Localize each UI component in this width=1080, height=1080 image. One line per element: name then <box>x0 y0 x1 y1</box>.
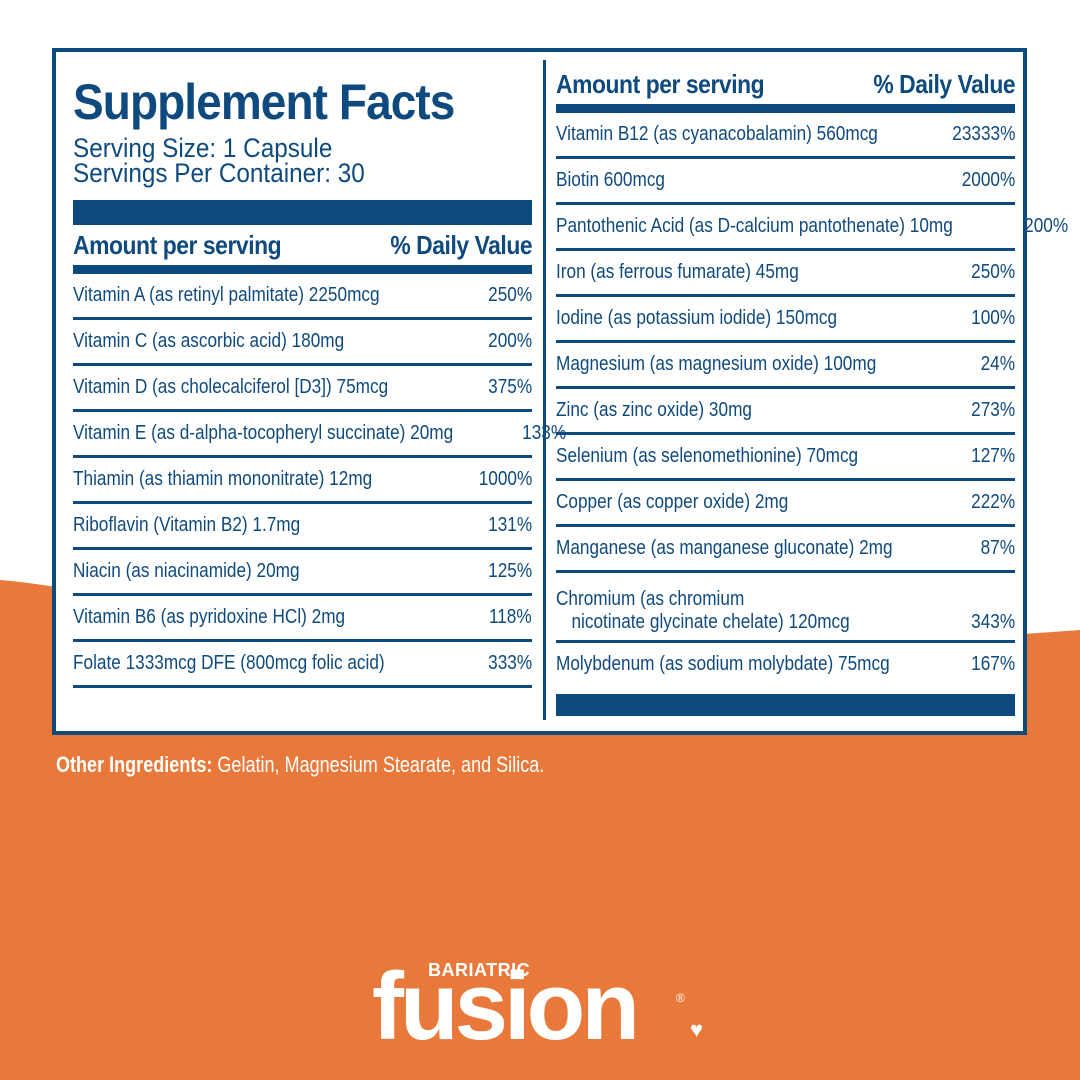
nutrient-row: Vitamin E (as d-alpha-tocopheryl succina… <box>73 412 566 458</box>
nutrient-dv: 127% <box>971 445 1015 467</box>
column-divider <box>543 60 546 720</box>
other-ingredients: Other Ingredients: Gelatin, Magnesium St… <box>56 752 544 778</box>
nutrient-name: Selenium (as selenomethionine) 70mcg <box>556 445 859 467</box>
logo-wordmark: fusion <box>372 953 640 1060</box>
nutrient-dv: 167% <box>971 653 1015 675</box>
nutrient-dv: 24% <box>980 353 1015 375</box>
nutrient-row: Molybdenum (as sodium molybdate) 75mcg 16… <box>556 643 1015 686</box>
nutrient-row: Vitamin C (as ascorbic acid) 180mg 200% <box>73 320 532 366</box>
header-daily-value: % Daily Value <box>390 230 532 260</box>
nutrient-name: Molybdenum (as sodium molybdate) 75mcg <box>556 653 890 675</box>
nutrient-row: Riboflavin (Vitamin B2) 1.7mg 131% <box>73 504 532 550</box>
nutrient-row: Vitamin A (as retinyl palmitate) 2250mcg… <box>73 274 532 320</box>
nutrient-name: Iodine (as potassium iodide) 150mcg <box>556 307 838 329</box>
nutrient-name: Riboflavin (Vitamin B2) 1.7mg <box>73 514 301 536</box>
servings-per-container: Servings Per Container: 30 <box>73 158 365 188</box>
thick-divider-bar <box>73 200 532 225</box>
nutrient-dv: 200% <box>1024 215 1069 237</box>
nutrient-dv: 118% <box>489 606 532 628</box>
nutrient-name: Zinc (as zinc oxide) 30mg <box>556 399 752 421</box>
nutrient-name: Thiamin (as thiamin mononitrate) 12mg <box>73 468 373 490</box>
nutrient-name: Vitamin E (as d-alpha-tocopheryl succina… <box>73 422 454 444</box>
other-ingredients-label: Other Ingredients: <box>56 752 213 777</box>
nutrient-name: Pantothenic Acid (as D-calcium pantothen… <box>556 215 953 237</box>
registered-mark-icon: ® <box>676 991 685 1005</box>
nutrient-name: Vitamin B6 (as pyridoxine HCl) 2mg <box>73 606 346 628</box>
nutrient-dv: 125% <box>488 560 532 582</box>
logo-subtitle: BARIATRIC <box>428 960 531 980</box>
nutrient-row: Chromium (as chromium nicotinate glycina… <box>556 573 1015 643</box>
nutrient-row: Folate 1333mcg DFE (800mcg folic acid) 33… <box>73 642 532 688</box>
nutrient-row: Pantothenic Acid (as D-calcium pantothen… <box>556 205 1069 251</box>
nutrient-name-line2: nicotinate glycinate chelate) 120mcg <box>571 611 850 633</box>
brand-logo: fusion BARIATRIC ® ♥ <box>370 955 710 1055</box>
nutrient-row: Niacin (as niacinamide) 20mg 125% <box>73 550 532 596</box>
nutrient-row: Copper (as copper oxide) 2mg 222% <box>556 481 1015 527</box>
column-header-left: Amount per serving % Daily Value <box>73 225 532 274</box>
nutrient-row: Selenium (as selenomethionine) 70mcg 127% <box>556 435 1015 481</box>
right-column: Amount per serving % Daily Value Vitamin… <box>556 52 1069 716</box>
nutrient-name: Magnesium (as magnesium oxide) 100mg <box>556 353 877 375</box>
nutrient-dv: 375% <box>488 376 532 398</box>
nutrient-name: Biotin 600mcg <box>556 169 666 191</box>
nutrient-row: Vitamin B6 (as pyridoxine HCl) 2mg 118% <box>73 596 532 642</box>
nutrient-row: Zinc (as zinc oxide) 30mg 273% <box>556 389 1015 435</box>
left-column: Supplement Facts Serving Size: 1 Capsule… <box>73 52 566 688</box>
nutrient-dv: 100% <box>971 307 1015 329</box>
nutrient-dv: 131% <box>488 514 532 536</box>
serving-size: Serving Size: 1 Capsule <box>73 133 333 163</box>
nutrient-name: Vitamin A (as retinyl palmitate) 2250mcg <box>73 284 380 306</box>
heart-icon: ♥ <box>690 1017 704 1042</box>
nutrient-dv: 333% <box>488 652 532 674</box>
nutrient-row: Iron (as ferrous fumarate) 45mg 250% <box>556 251 1015 297</box>
nutrient-row: Thiamin (as thiamin mononitrate) 12mg 100… <box>73 458 532 504</box>
nutrient-dv: 343% <box>971 611 1015 633</box>
header-amount: Amount per serving <box>73 230 282 260</box>
nutrient-dv: 2000% <box>961 169 1015 191</box>
column-header-right: Amount per serving % Daily Value <box>556 64 1015 113</box>
other-ingredients-text: Gelatin, Magnesium Stearate, and Silica. <box>212 752 545 777</box>
nutrient-name: Chromium (as chromium nicotinate glycina… <box>556 588 850 634</box>
nutrient-name: Vitamin C (as ascorbic acid) 180mg <box>73 330 345 352</box>
nutrient-name: Copper (as copper oxide) 2mg <box>556 491 789 513</box>
nutrient-row: Vitamin B12 (as cyanacobalamin) 560mcg 23… <box>556 113 1015 159</box>
panel-title: Supplement Facts <box>73 74 455 130</box>
bottom-divider-bar <box>556 694 1015 716</box>
nutrient-dv: 250% <box>488 284 532 306</box>
nutrient-dv: 250% <box>971 261 1015 283</box>
nutrient-row: Iodine (as potassium iodide) 150mcg 100% <box>556 297 1015 343</box>
nutrient-dv: 23333% <box>951 123 1015 145</box>
nutrient-row: Biotin 600mcg 2000% <box>556 159 1015 205</box>
nutrient-name: Vitamin D (as cholecalciferol [D3]) 75mc… <box>73 376 389 398</box>
nutrient-name-line1: Chromium (as chromium <box>556 588 745 610</box>
nutrient-name: Vitamin B12 (as cyanacobalamin) 560mcg <box>556 123 878 145</box>
nutrient-dv: 1000% <box>478 468 532 490</box>
nutrient-row: Magnesium (as magnesium oxide) 100mg 24% <box>556 343 1015 389</box>
nutrient-row: Manganese (as manganese gluconate) 2mg 87… <box>556 527 1015 573</box>
nutrient-name: Iron (as ferrous fumarate) 45mg <box>556 261 799 283</box>
nutrient-dv: 200% <box>488 330 532 352</box>
header-daily-value: % Daily Value <box>873 69 1015 99</box>
nutrient-name: Folate 1333mcg DFE (800mcg folic acid) <box>73 652 385 674</box>
nutrient-dv: 273% <box>971 399 1015 421</box>
nutrient-dv: 222% <box>971 491 1015 513</box>
header-amount: Amount per serving <box>556 69 765 99</box>
nutrient-row: Vitamin D (as cholecalciferol [D3]) 75mc… <box>73 366 532 412</box>
nutrient-dv: 87% <box>980 537 1015 559</box>
supplement-facts-panel: Supplement Facts Serving Size: 1 Capsule… <box>52 48 1069 735</box>
nutrient-name: Manganese (as manganese gluconate) 2mg <box>556 537 893 559</box>
nutrient-name: Niacin (as niacinamide) 20mg <box>73 560 300 582</box>
